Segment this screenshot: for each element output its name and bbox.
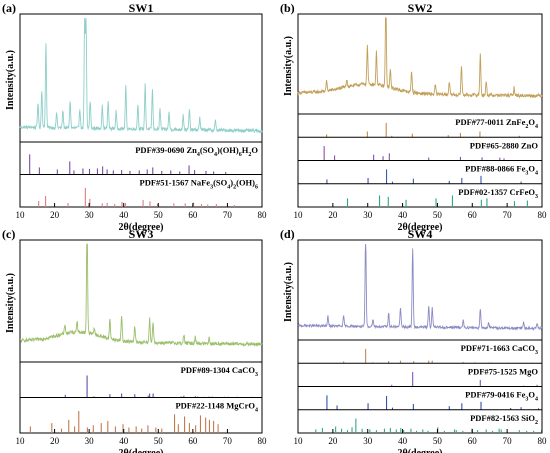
panel-title: SW4 (408, 227, 433, 241)
plot-frame (297, 239, 543, 434)
x-tick-label: 30 (85, 210, 95, 220)
reference-label: PDF#39-0690 Zn4(SO4)(OH)6H2O (135, 145, 258, 158)
x-tick-label: 70 (223, 210, 233, 220)
plot-frame (19, 13, 263, 208)
xrd-pattern-line (19, 17, 263, 134)
y-axis-label: Intensity(a.u.) (283, 262, 294, 322)
x-tick-label: 10 (16, 210, 26, 220)
reference-label: PDF#51-1567 NaFe3(SO4)2(OH)6 (140, 178, 259, 191)
x-axis-label: 2θ(degree) (397, 448, 442, 453)
x-tick-label: 70 (223, 436, 233, 446)
x-tick-label: 60 (188, 436, 198, 446)
x-tick-label: 60 (188, 210, 198, 220)
chart-panel-sw1: (a) SW1 PDF#39-0690 Zn4(SO4)(OH)6H2O PDF#51… (2, 1, 267, 233)
xrd-pattern-line (297, 17, 543, 99)
reference-label: PDF#71-1663 CaCO3 (461, 343, 538, 356)
x-tick-label: 10 (294, 210, 304, 220)
x-tick-label: 50 (154, 210, 164, 220)
reference-label: PDF#89-1304 CaCO3 (181, 365, 258, 378)
chart-panel-sw4: (d) SW4 PDF#71-1663 CaCO3 PDF#75-1525 MgO PD… (280, 227, 547, 453)
plot-frame (19, 239, 263, 434)
x-tick-label: 30 (363, 436, 373, 446)
x-tick-label: 50 (154, 436, 164, 446)
x-tick-label: 30 (363, 210, 373, 220)
reference-label: PDF#22-1148 MgCrO4 (175, 401, 258, 414)
reference-label: PDF#77-0011 ZnFe2O4 (455, 117, 538, 130)
reference-label: PDF#88-0866 Fe3O4 (465, 164, 538, 177)
x-axis-label: 2θ(degree) (118, 448, 163, 453)
reference-label: PDF#79-0416 Fe3O4 (465, 390, 538, 403)
panel-letter: (a) (2, 1, 16, 15)
xrd-pattern-line (19, 243, 263, 348)
plot-frame (297, 13, 543, 208)
panel-title: SW2 (408, 1, 433, 15)
x-tick-label: 50 (433, 436, 443, 446)
y-axis-label: Intensity(a.u.) (5, 50, 16, 110)
x-axis-label: 2θ(degree) (118, 222, 163, 233)
x-tick-label: 20 (50, 436, 60, 446)
x-tick-label: 20 (50, 210, 60, 220)
x-tick-label: 50 (433, 210, 443, 220)
x-tick-label: 80 (538, 210, 548, 220)
chart-panel-sw3: (c) SW3 PDF#89-1304 CaCO3 PDF#22-1148 MgCrO… (2, 227, 267, 453)
chart-panel-sw2: (b) SW2 PDF#77-0011 ZnFe2O4 PDF#65-2880 ZnO… (280, 1, 547, 233)
reference-label: PDF#82-1563 SiO2 (470, 413, 538, 426)
reference-label: PDF#02-1357 CrFeO3 (458, 187, 538, 200)
panel-letter: (d) (280, 227, 295, 241)
reference-label: PDF#75-1525 MgO (468, 366, 539, 376)
x-tick-label: 40 (398, 436, 408, 446)
panel-letter: (b) (280, 1, 295, 15)
x-tick-label: 80 (258, 436, 268, 446)
x-tick-label: 30 (85, 436, 95, 446)
x-tick-label: 70 (503, 436, 513, 446)
x-tick-label: 10 (16, 436, 26, 446)
x-tick-label: 40 (398, 210, 408, 220)
x-tick-label: 60 (468, 210, 478, 220)
panel-letter: (c) (2, 227, 15, 241)
x-tick-label: 20 (328, 210, 338, 220)
x-tick-label: 60 (468, 436, 478, 446)
panel-title: SW3 (129, 227, 154, 241)
reference-label: PDF#65-2880 ZnO (470, 140, 539, 150)
x-tick-label: 70 (503, 210, 513, 220)
xrd-pattern-line (297, 243, 543, 332)
x-tick-label: 20 (328, 436, 338, 446)
y-axis-label: Intensity(a.u.) (5, 273, 16, 333)
panel-title: SW1 (129, 1, 154, 15)
y-axis-label: Intensity(a.u.) (283, 36, 294, 96)
x-tick-label: 80 (258, 210, 268, 220)
x-tick-label: 40 (119, 436, 129, 446)
x-tick-label: 40 (119, 210, 129, 220)
x-tick-label: 10 (294, 436, 304, 446)
x-axis-label: 2θ(degree) (397, 222, 442, 233)
x-tick-label: 80 (538, 436, 548, 446)
